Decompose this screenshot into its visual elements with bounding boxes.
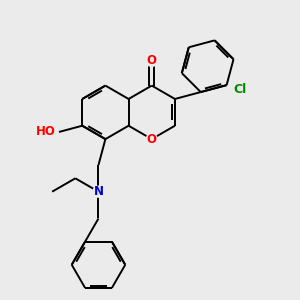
Text: O: O (147, 55, 157, 68)
Text: Cl: Cl (233, 82, 247, 96)
Text: O: O (147, 133, 157, 146)
Circle shape (232, 81, 248, 97)
Text: HO: HO (36, 125, 56, 139)
Circle shape (146, 56, 157, 66)
Text: N: N (94, 185, 103, 198)
Circle shape (93, 186, 104, 197)
Circle shape (146, 134, 157, 145)
